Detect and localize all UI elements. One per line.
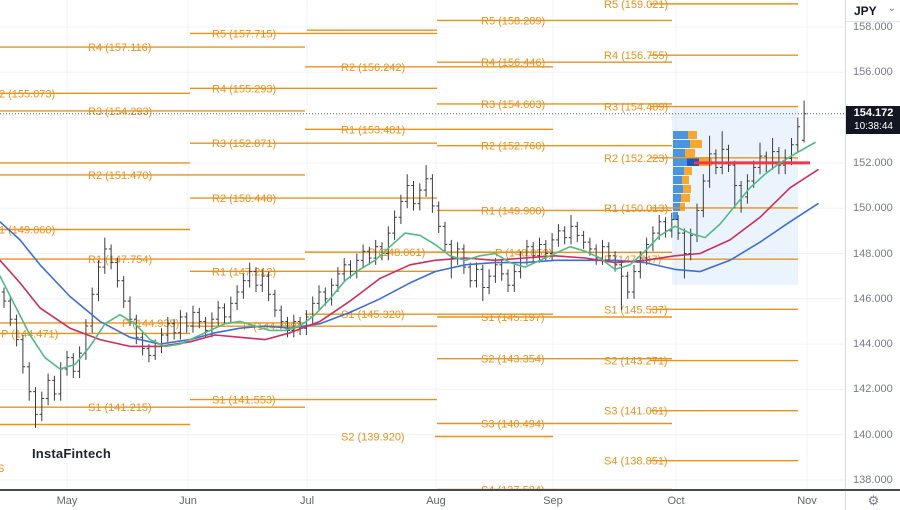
volume-profile-bar [682,176,689,184]
fast-ma-line[interactable] [0,141,816,370]
pivot-label: S1 (145.197) [481,312,545,324]
watermark-logo: InstaFintech [32,446,111,461]
pivot-label: P (148.061) [368,247,425,259]
pivot-label: R5 (157.715) [212,28,276,40]
pivot-label: S1 (145.537) [604,304,668,316]
pivot-label: S4 (137.584) [481,484,545,489]
pivot-label: R2 (150.448) [212,193,276,205]
pivot-label: R1 (149.060) [0,224,55,236]
pivot-label: R3 (154.603) [481,99,545,111]
pivot-label: R3 (154.293) [88,106,152,118]
pivot-label: R4 (155.293) [212,83,276,95]
pivot-label: P (144.935) [122,318,179,330]
pivot-label: S4 (138.851) [604,456,668,468]
volume-profile-bar [673,140,690,148]
pivot-label: S1 (141.553) [212,395,276,407]
volume-profile-bar [681,194,690,202]
volume-profile-bar [680,203,685,211]
pivot-label: S1 (145.320) [341,309,405,321]
pivot-label: R2 (152.223) [604,153,668,165]
pivot-label: R4 (156.755) [604,50,668,62]
slow-ma-line[interactable] [0,202,819,345]
price-tick-label: 142.000 [853,383,893,396]
pivot-label: R2 (156.242) [341,62,405,74]
pivot-label: R1 (147.754) [88,254,152,266]
pivot-label: S1 (141.215) [88,402,152,414]
price-tick-label: 144.000 [853,338,893,351]
medium-ma-line[interactable] [0,168,819,348]
pivot-label: R2 (155.073) [0,88,55,100]
volume-profile-bar [673,203,680,211]
month-label-sep[interactable]: Sep [543,495,563,507]
chevron-down-icon: ⌄ [887,3,896,14]
settings-gear-icon[interactable]: ⚙ [867,493,880,508]
price-tick-label: 148.000 [853,247,893,260]
volume-profile-bar [673,131,688,139]
month-label-oct[interactable]: Oct [667,495,685,507]
time-axis[interactable]: May Jun Jul Aug Sep Oct Nov ⚙ [0,489,900,510]
volume-profile-bar [673,167,684,175]
price-axis[interactable]: JPY ⌄ 158.000156.000154.000152.000150.00… [845,0,900,489]
pivot-label: R3 (152.871) [212,138,276,150]
month-label-nov[interactable]: Nov [797,495,817,507]
volume-profile-bar [684,167,692,175]
volume-profile-bar [688,131,697,139]
axis-corner: ⚙ [845,491,900,510]
pivot-label: S3 (140.494) [481,419,545,431]
volume-profile-bar [673,194,681,202]
pivot-label: R1 (149.900) [481,205,545,217]
pivot-label: R5 (159.021) [604,0,668,11]
pivot-label: R2 (151.470) [88,170,152,182]
price-tick-label: 140.000 [853,428,893,441]
pivot-label: R2 (152.760) [481,141,545,153]
pivot-label: S2 (143.271) [604,356,668,368]
volume-profile-bar [673,185,683,193]
current-price-value: 154.172 [853,106,894,119]
pivot-label: R1 (150.013) [604,203,668,215]
ohlc-bars-series[interactable] [1,100,807,428]
month-label-may[interactable]: May [56,495,78,507]
currency-selector[interactable]: JPY ⌄ [846,0,900,22]
volume-profile-bar [673,149,685,157]
volume-profile-bar [687,158,699,166]
price-tick-label: 156.000 [853,66,893,79]
pivot-label: R4 (157.116) [88,42,151,54]
volume-profile-bar [673,212,678,220]
pivot-label: R3 (154.489) [604,102,668,114]
pivot-label: R4 (156.446) [481,57,545,69]
pivot-label: S2 (139.920) [341,432,405,444]
month-label-jul[interactable]: Jul [299,495,315,507]
price-tick-label: 146.000 [853,292,893,305]
pivot-label: R1 (147.212) [212,266,276,278]
month-label-aug[interactable]: Aug [426,495,446,507]
pivot-label: S2 (143.354) [481,354,545,366]
month-label-jun[interactable]: Jun [179,495,197,507]
pivot-label: S3 (141.061) [604,406,668,418]
price-tick-label: 138.000 [853,474,893,486]
current-price-time: 10:38:44 [854,120,893,132]
volume-profile-bar [690,140,702,148]
price-tick-label: 150.000 [853,202,893,215]
pivot-label: R5 (158.289) [481,15,545,27]
price-tick-label: 158.000 [853,21,893,33]
pivot-label-fragment: S [0,463,4,475]
currency-label: JPY [854,3,877,18]
volume-profile-bar [673,158,687,166]
volume-profile-bar [685,149,695,157]
price-chart-plot[interactable]: R2 (155.073)R1 (149.060)P (144.471)R4 (1… [0,0,845,489]
price-tick-label: 152.000 [853,156,893,169]
volume-profile-bar [683,185,691,193]
current-price-badge: 154.172 10:38:44 [846,106,900,134]
volume-profile-bar [673,176,682,184]
pivot-label: R1 (153.481) [341,124,405,136]
